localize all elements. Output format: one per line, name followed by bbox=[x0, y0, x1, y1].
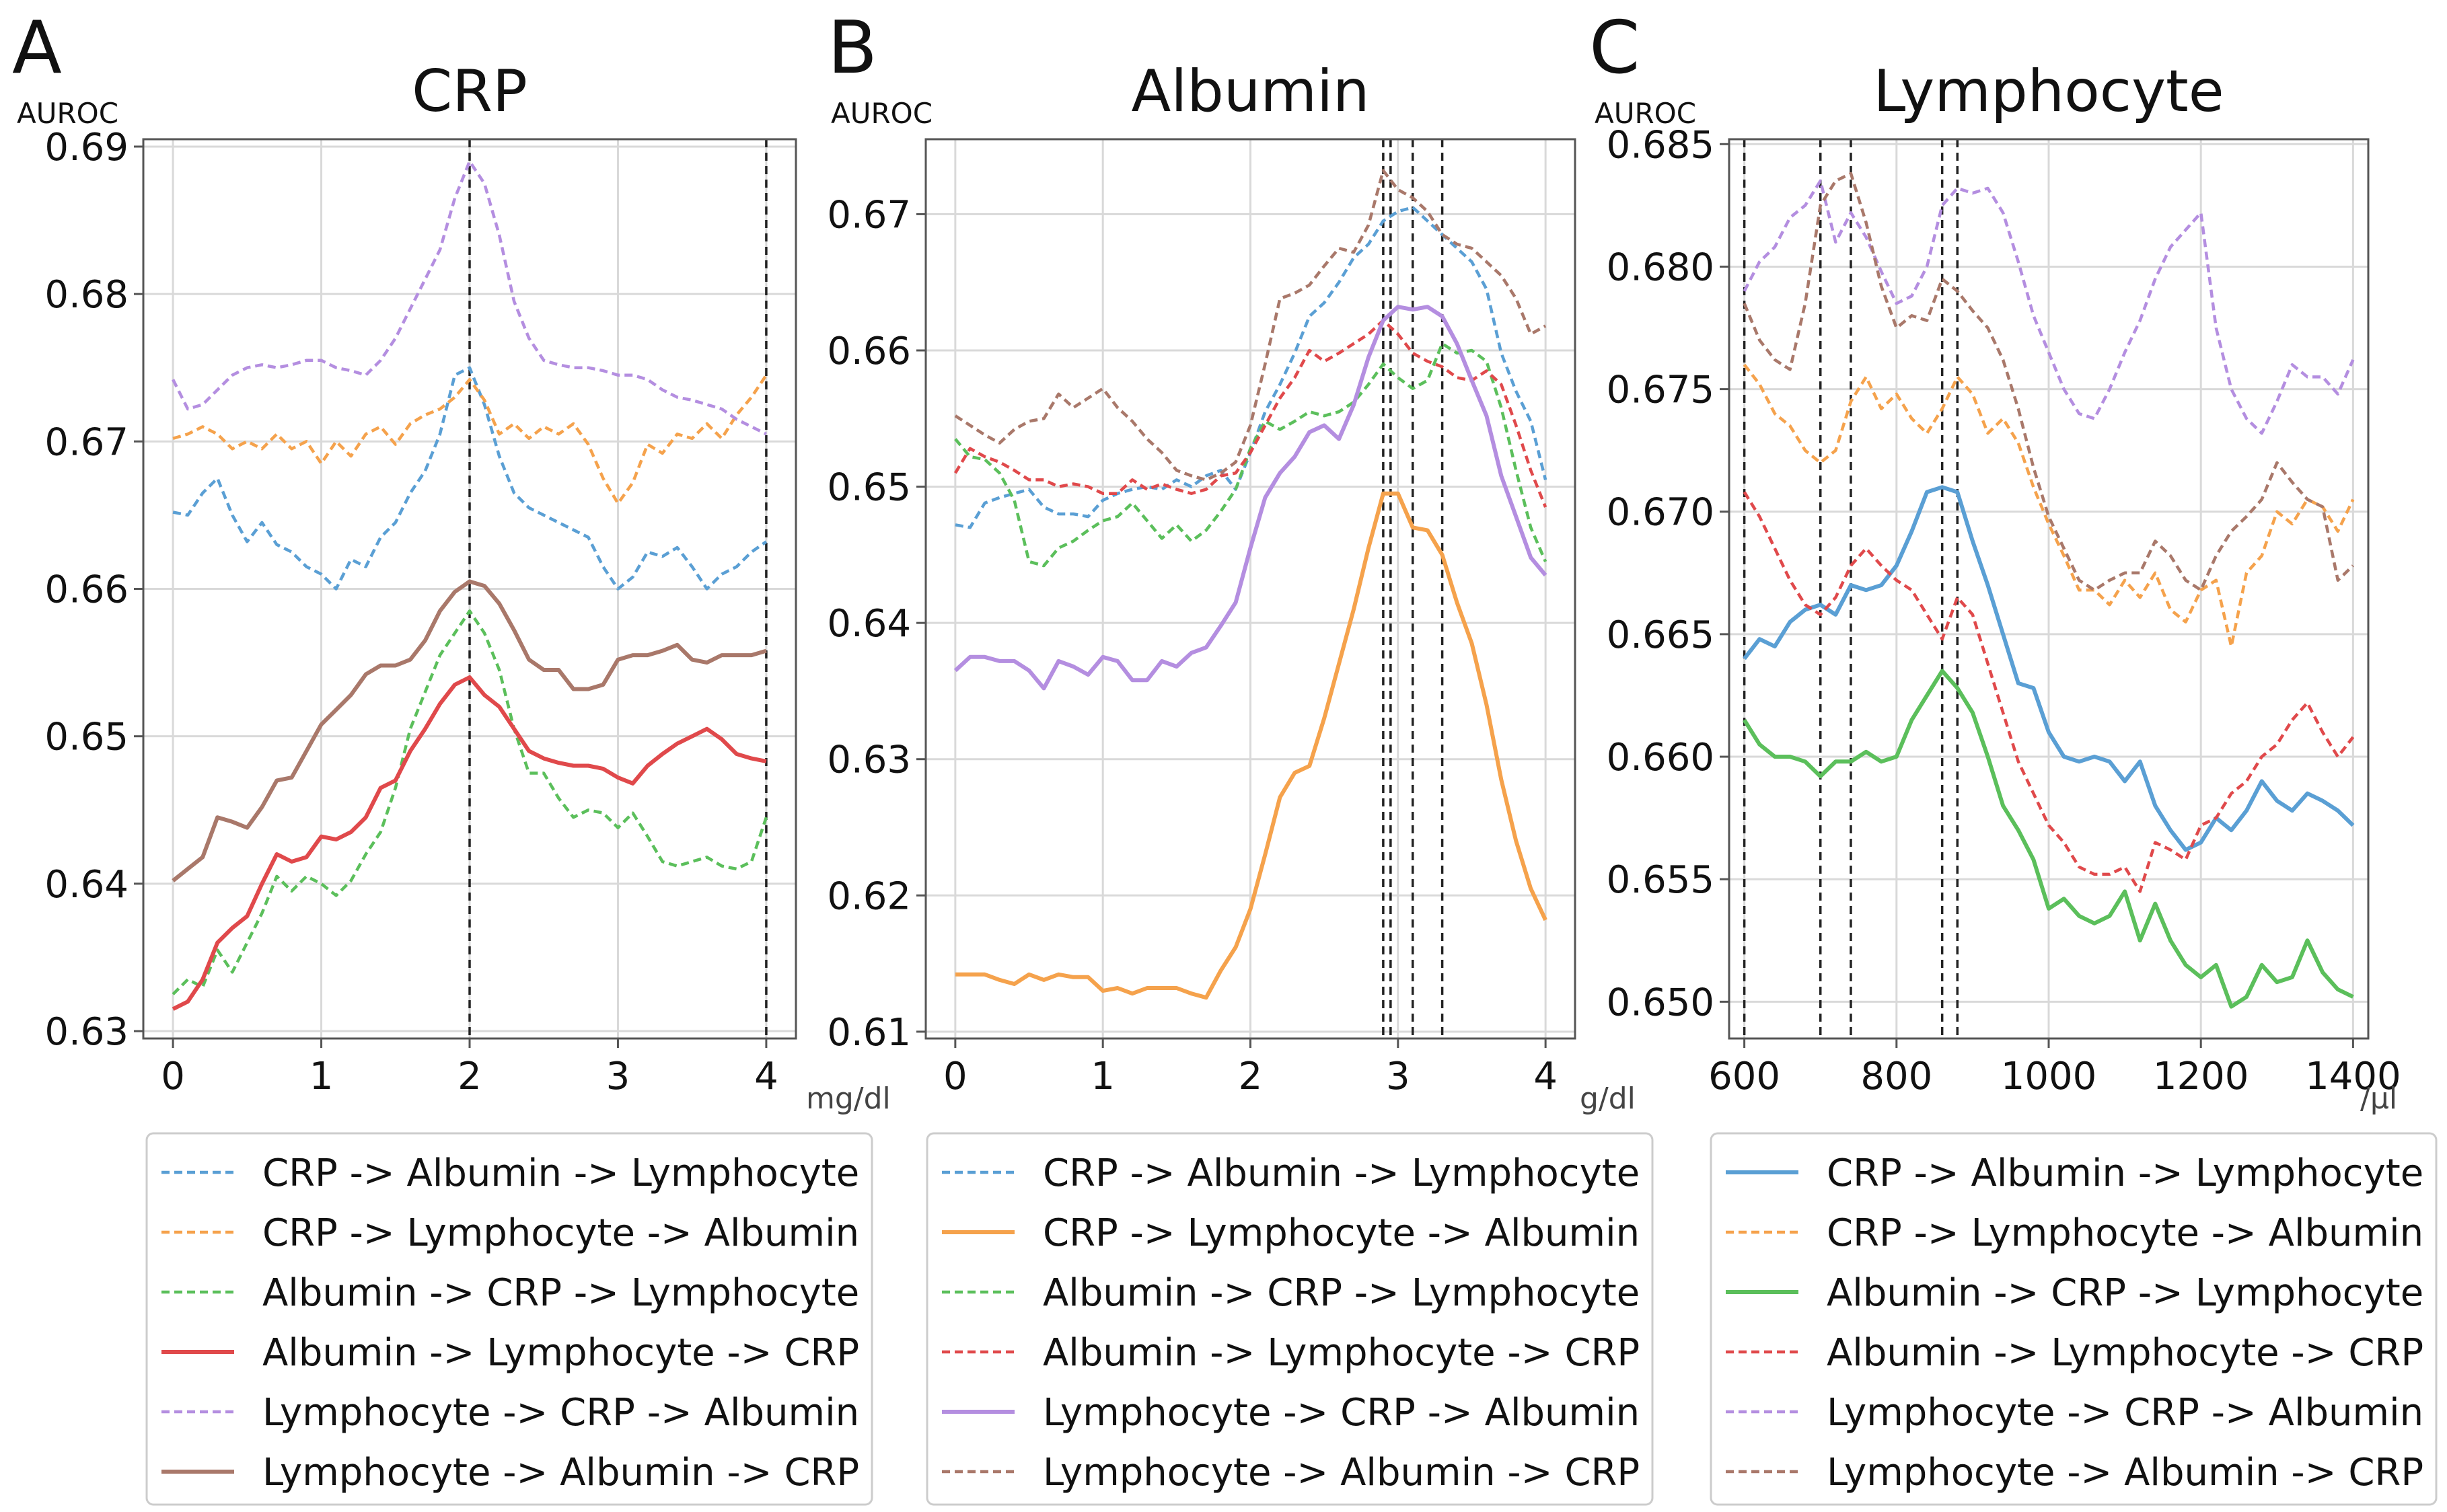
panel-b: B Albumin AUROC 0 1 2 3 4 0.61 0.62 0.63 0.64 0.65 0.… bbox=[827, 6, 1654, 1506]
series-line bbox=[172, 609, 768, 995]
series-line bbox=[953, 319, 1547, 508]
y-tick-label: 0.69 bbox=[44, 126, 129, 169]
x-axis-unit: /μl bbox=[2360, 1082, 2397, 1116]
legend: CRP -> Albumin -> Lymphocyte CRP -> Lymph… bbox=[926, 1132, 1654, 1506]
grid bbox=[926, 139, 1575, 1038]
x-tick-label: 2 bbox=[1239, 1055, 1263, 1098]
legend-label: Albumin -> CRP -> Lymphocyte bbox=[1043, 1271, 1640, 1315]
legend-label: CRP -> Albumin -> Lymphocyte bbox=[1043, 1151, 1640, 1195]
y-tick-label: 0.665 bbox=[1607, 613, 1714, 657]
series-line bbox=[1743, 172, 2354, 592]
legend-label: Lymphocyte -> CRP -> Albumin bbox=[1043, 1391, 1640, 1435]
series-line bbox=[1743, 179, 2355, 435]
x-tick-label: 3 bbox=[1386, 1055, 1410, 1098]
chart-title: Lymphocyte bbox=[1873, 58, 2224, 125]
legend-label: Albumin -> CRP -> Lymphocyte bbox=[262, 1271, 859, 1315]
legend-label: Albumin -> Lymphocyte -> CRP bbox=[262, 1331, 859, 1375]
y-tick-label: 0.66 bbox=[827, 330, 911, 373]
y-tick-label: 0.650 bbox=[1607, 981, 1714, 1024]
legend-label: Lymphocyte -> Albumin -> CRP bbox=[1827, 1451, 2423, 1495]
x-tick-label: 0 bbox=[943, 1055, 967, 1098]
legend: CRP -> Albumin -> Lymphocyte CRP -> Lymph… bbox=[1710, 1132, 2438, 1506]
series-line bbox=[1743, 491, 2355, 893]
legend: CRP -> Albumin -> Lymphocyte CRP -> Lymph… bbox=[145, 1132, 873, 1506]
series-line bbox=[954, 342, 1547, 568]
legend-box bbox=[926, 1132, 1654, 1506]
y-tick-label: 0.66 bbox=[44, 568, 129, 612]
y-tick-label: 0.685 bbox=[1607, 123, 1714, 167]
panel-letter: A bbox=[12, 6, 62, 90]
legend-label: CRP -> Lymphocyte -> Albumin bbox=[1827, 1211, 2423, 1255]
legend-label: CRP -> Lymphocyte -> Albumin bbox=[262, 1211, 859, 1255]
x-tick-label: 1200 bbox=[2153, 1055, 2249, 1098]
series-line bbox=[172, 159, 767, 436]
y-tick-label: 0.68 bbox=[44, 273, 129, 317]
y-tick-label: 0.64 bbox=[827, 602, 911, 646]
y-tick-label: 0.65 bbox=[827, 466, 911, 510]
x-tick-label: 1000 bbox=[2001, 1055, 2097, 1098]
x-tick-label: 4 bbox=[1533, 1055, 1558, 1098]
x-axis-unit: mg/dl bbox=[806, 1082, 891, 1116]
legend-label: Albumin -> CRP -> Lymphocyte bbox=[1827, 1271, 2423, 1315]
series-line bbox=[1743, 669, 2354, 1009]
series-line bbox=[954, 169, 1547, 482]
y-tick-label: 0.67 bbox=[827, 193, 911, 237]
chart-title: Albumin bbox=[1132, 58, 1370, 125]
y-axis-label: AUROC bbox=[1595, 97, 1696, 130]
grid bbox=[1729, 139, 2368, 1038]
series-line bbox=[1743, 485, 2355, 852]
y-tick-label: 0.62 bbox=[827, 874, 911, 918]
legend-label: Albumin -> Lymphocyte -> CRP bbox=[1043, 1331, 1640, 1375]
series-line bbox=[172, 374, 768, 505]
x-tick-label: 1 bbox=[309, 1055, 334, 1098]
y-tick-label: 0.670 bbox=[1607, 491, 1714, 535]
y-tick-label: 0.64 bbox=[44, 863, 129, 907]
x-tick-label: 600 bbox=[1708, 1055, 1780, 1098]
y-tick-label: 0.655 bbox=[1607, 858, 1714, 902]
x-tick-label: 1 bbox=[1091, 1055, 1115, 1098]
legend-label: Lymphocyte -> Albumin -> CRP bbox=[262, 1451, 859, 1495]
panel-a: A CRP AUROC 0 1 2 3 4 0.63 0.64 0.65 0.66 0.67 0.68 0.… bbox=[12, 6, 891, 1506]
y-tick-label: 0.675 bbox=[1607, 369, 1714, 412]
series-line bbox=[1743, 363, 2355, 648]
legend-label: CRP -> Lymphocyte -> Albumin bbox=[1043, 1211, 1640, 1255]
x-tick-label: 4 bbox=[754, 1055, 778, 1098]
legend-label: Lymphocyte -> Albumin -> CRP bbox=[1043, 1451, 1640, 1495]
legend-box bbox=[145, 1132, 873, 1506]
y-tick-label: 0.61 bbox=[827, 1011, 911, 1055]
y-tick-label: 0.67 bbox=[44, 420, 129, 464]
panel-letter: B bbox=[828, 6, 877, 90]
y-tick-label: 0.63 bbox=[44, 1010, 129, 1054]
series-line bbox=[172, 366, 768, 591]
series-line bbox=[955, 491, 1547, 1000]
legend-label: Lymphocyte -> CRP -> Albumin bbox=[1827, 1391, 2423, 1435]
series-line bbox=[172, 579, 767, 882]
y-tick-label: 0.660 bbox=[1607, 736, 1714, 780]
legend-label: Albumin -> Lymphocyte -> CRP bbox=[1827, 1331, 2423, 1375]
legend-label: CRP -> Albumin -> Lymphocyte bbox=[1827, 1151, 2423, 1195]
x-tick-label: 3 bbox=[606, 1055, 630, 1098]
y-tick-label: 0.680 bbox=[1607, 245, 1714, 289]
series-line bbox=[953, 305, 1547, 691]
y-tick-label: 0.65 bbox=[44, 716, 129, 759]
legend-box bbox=[1710, 1132, 2438, 1506]
x-tick-label: 2 bbox=[458, 1055, 482, 1098]
y-axis-label: AUROC bbox=[17, 97, 118, 130]
y-axis-label: AUROC bbox=[831, 97, 933, 130]
series-line bbox=[172, 675, 767, 1011]
x-tick-label: 800 bbox=[1860, 1055, 1932, 1098]
y-tick-label: 0.63 bbox=[827, 739, 911, 782]
x-tick-label: 0 bbox=[161, 1055, 185, 1098]
x-tick-label: 1400 bbox=[2305, 1055, 2401, 1098]
x-axis-unit: g/dl bbox=[1580, 1082, 1636, 1116]
legend-label: Lymphocyte -> CRP -> Albumin bbox=[262, 1391, 859, 1435]
panel-c: C Lymphocyte AUROC 600 800 1000 1200 1400 0.650 0… bbox=[1589, 6, 2438, 1506]
chart-title: CRP bbox=[412, 58, 527, 125]
panel-letter: C bbox=[1589, 6, 1640, 90]
legend-label: CRP -> Albumin -> Lymphocyte bbox=[262, 1151, 859, 1195]
